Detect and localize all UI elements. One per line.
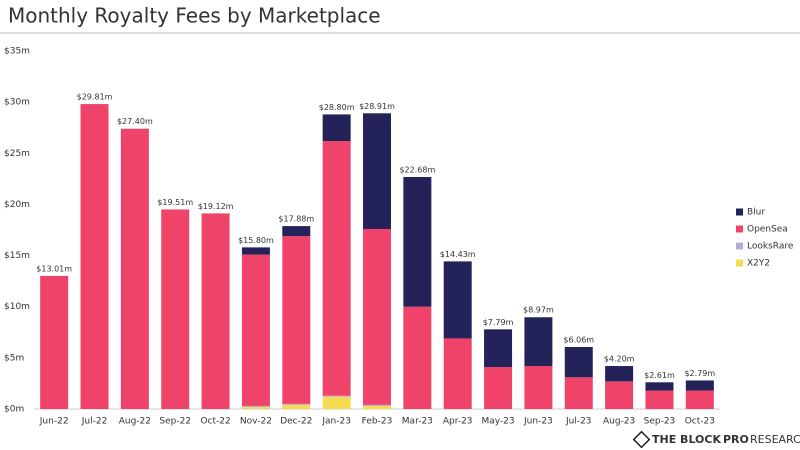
total-label: $22.68m bbox=[399, 166, 435, 175]
y-tick-label: $30m bbox=[4, 98, 30, 108]
bar-segment bbox=[564, 347, 593, 378]
x-tick-label: Oct-22 bbox=[200, 417, 230, 427]
total-label: $19.12m bbox=[198, 202, 234, 211]
legend-swatch bbox=[736, 225, 743, 233]
footer-pro: PRO bbox=[723, 433, 749, 446]
bar-segment bbox=[282, 236, 311, 404]
total-label: $13.01m bbox=[36, 264, 72, 273]
total-label: $19.51m bbox=[157, 198, 193, 207]
bar-segment bbox=[685, 380, 714, 391]
bar-segment bbox=[322, 114, 351, 142]
logo bbox=[632, 430, 651, 449]
total-label: $6.06m bbox=[563, 336, 594, 345]
bar-segment bbox=[443, 261, 472, 339]
bar-segment bbox=[241, 247, 270, 255]
bar-segment bbox=[241, 254, 270, 406]
bar-segment bbox=[645, 382, 674, 391]
bar-segment bbox=[403, 306, 432, 409]
bar-segment bbox=[403, 177, 432, 307]
bar-segment bbox=[322, 396, 351, 409]
bar-segment bbox=[484, 329, 513, 368]
total-label: $7.79m bbox=[483, 318, 514, 327]
x-tick-label: Nov-22 bbox=[240, 417, 272, 427]
bar-segment bbox=[241, 405, 270, 407]
bar-segment bbox=[363, 405, 391, 409]
legend-swatch bbox=[736, 208, 743, 216]
x-tick-label: Dec-22 bbox=[280, 417, 312, 427]
bar-segment bbox=[363, 404, 391, 406]
y-tick-label: $0m bbox=[4, 405, 24, 415]
total-label: $2.79m bbox=[684, 369, 715, 378]
legend-label: LooksRare bbox=[747, 242, 794, 252]
bar-segment bbox=[282, 403, 311, 405]
total-label: $8.97m bbox=[523, 306, 554, 315]
bar-segment bbox=[645, 390, 674, 409]
y-tick-label: $10m bbox=[4, 302, 30, 312]
legend-label: OpenSea bbox=[747, 225, 788, 235]
footer-brand: THE BLOCK bbox=[652, 433, 721, 446]
bar-segment bbox=[443, 338, 472, 409]
total-label: $15.80m bbox=[238, 236, 274, 245]
legend-label: X2Y2 bbox=[747, 259, 770, 269]
bar-segment bbox=[564, 377, 593, 409]
bar-segment bbox=[605, 366, 634, 382]
y-tick-label: $20m bbox=[4, 200, 30, 210]
bar-segment bbox=[161, 209, 190, 409]
x-tick-label: Apr-23 bbox=[443, 417, 473, 427]
x-tick-label: Jun-23 bbox=[523, 417, 553, 427]
legend-swatch bbox=[736, 242, 743, 250]
bar-segment bbox=[605, 381, 634, 409]
bar-segment bbox=[322, 395, 351, 397]
bar-segment bbox=[322, 141, 351, 396]
bar-segment bbox=[201, 213, 230, 409]
legend-swatch bbox=[736, 259, 743, 267]
total-label: $28.91m bbox=[359, 102, 395, 111]
bar-segment bbox=[282, 404, 311, 409]
total-label: $2.61m bbox=[644, 371, 675, 380]
total-label: $4.20m bbox=[604, 355, 635, 364]
bar-segment bbox=[524, 366, 553, 409]
x-tick-label: Sep-23 bbox=[644, 417, 676, 427]
x-tick-label: Oct-23 bbox=[685, 417, 715, 427]
y-tick-label: $15m bbox=[4, 251, 30, 261]
y-tick-label: $35m bbox=[4, 47, 30, 57]
x-tick-label: Jul-22 bbox=[81, 417, 108, 427]
bar-segment bbox=[120, 128, 149, 410]
chart-title: Monthly Royalty Fees by Marketplace bbox=[8, 4, 381, 28]
x-tick-label: Aug-23 bbox=[603, 417, 635, 427]
x-tick-label: May-23 bbox=[481, 417, 514, 427]
total-label: $14.43m bbox=[440, 250, 476, 259]
footer-research: RESEARCH bbox=[750, 433, 800, 446]
x-tick-label: Jan-23 bbox=[321, 417, 351, 427]
total-label: $28.80m bbox=[319, 103, 355, 112]
legend-label: Blur bbox=[747, 208, 765, 218]
x-tick-label: Aug-22 bbox=[119, 417, 151, 427]
total-label: $27.40m bbox=[117, 117, 153, 126]
x-tick-label: Mar-23 bbox=[402, 417, 433, 427]
bar-segment bbox=[524, 317, 553, 367]
bar-segment bbox=[484, 367, 513, 409]
bar-segment bbox=[80, 104, 109, 409]
x-tick-label: Jun-22 bbox=[39, 417, 69, 427]
bar-segment bbox=[685, 390, 714, 409]
bar-segment bbox=[363, 228, 391, 405]
bar-segment bbox=[241, 406, 270, 409]
y-tick-label: $5m bbox=[4, 353, 24, 363]
x-tick-label: Sep-22 bbox=[159, 417, 191, 427]
x-tick-label: Feb-23 bbox=[362, 417, 393, 427]
bar-segment bbox=[363, 113, 391, 229]
total-label: $29.81m bbox=[77, 93, 113, 102]
bar-segment bbox=[282, 226, 311, 237]
y-tick-label: $25m bbox=[4, 149, 30, 159]
total-label: $17.88m bbox=[278, 215, 314, 224]
bar-segment bbox=[40, 275, 69, 409]
x-tick-label: Jul-23 bbox=[565, 417, 592, 427]
